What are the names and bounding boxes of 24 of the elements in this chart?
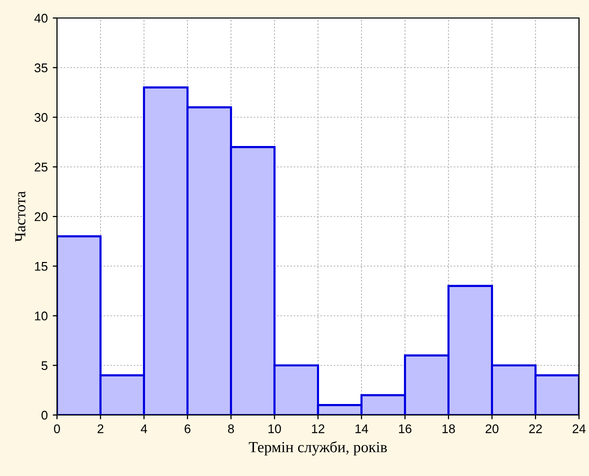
y-tick-label: 30 [34, 113, 48, 122]
x-tick-label: 6 [184, 424, 190, 434]
x-tick-label: 18 [442, 424, 455, 434]
y-tick-label: 25 [34, 162, 48, 172]
y-tick-label: 10 [35, 312, 48, 320]
x-tick-label: 2 [98, 424, 104, 434]
y-tick-label: 0 [42, 410, 48, 420]
x-tick-label: 0 [54, 424, 60, 434]
x-tick-label: 16 [399, 424, 412, 434]
x-tick-label: 4 [140, 424, 148, 434]
x-tick-label: 10 [268, 424, 281, 434]
x-axis-title: Термін служби, років [248, 441, 387, 456]
x-tick-label: 22 [529, 424, 542, 434]
x-tick-label: 20 [486, 424, 498, 434]
y-axis-title: Частота [15, 191, 26, 242]
x-tick-label: 12 [312, 424, 324, 434]
y-tick-label: 15 [35, 262, 48, 271]
y-tick-label: 20 [34, 212, 48, 222]
x-tick-label: 14 [356, 424, 368, 434]
x-tick-label: 24 [572, 424, 586, 434]
x-tick-label: 8 [228, 424, 234, 434]
y-tick-label: 5 [42, 361, 48, 370]
y-tick-label: 40 [34, 14, 48, 23]
y-tick-label: 35 [34, 63, 48, 72]
